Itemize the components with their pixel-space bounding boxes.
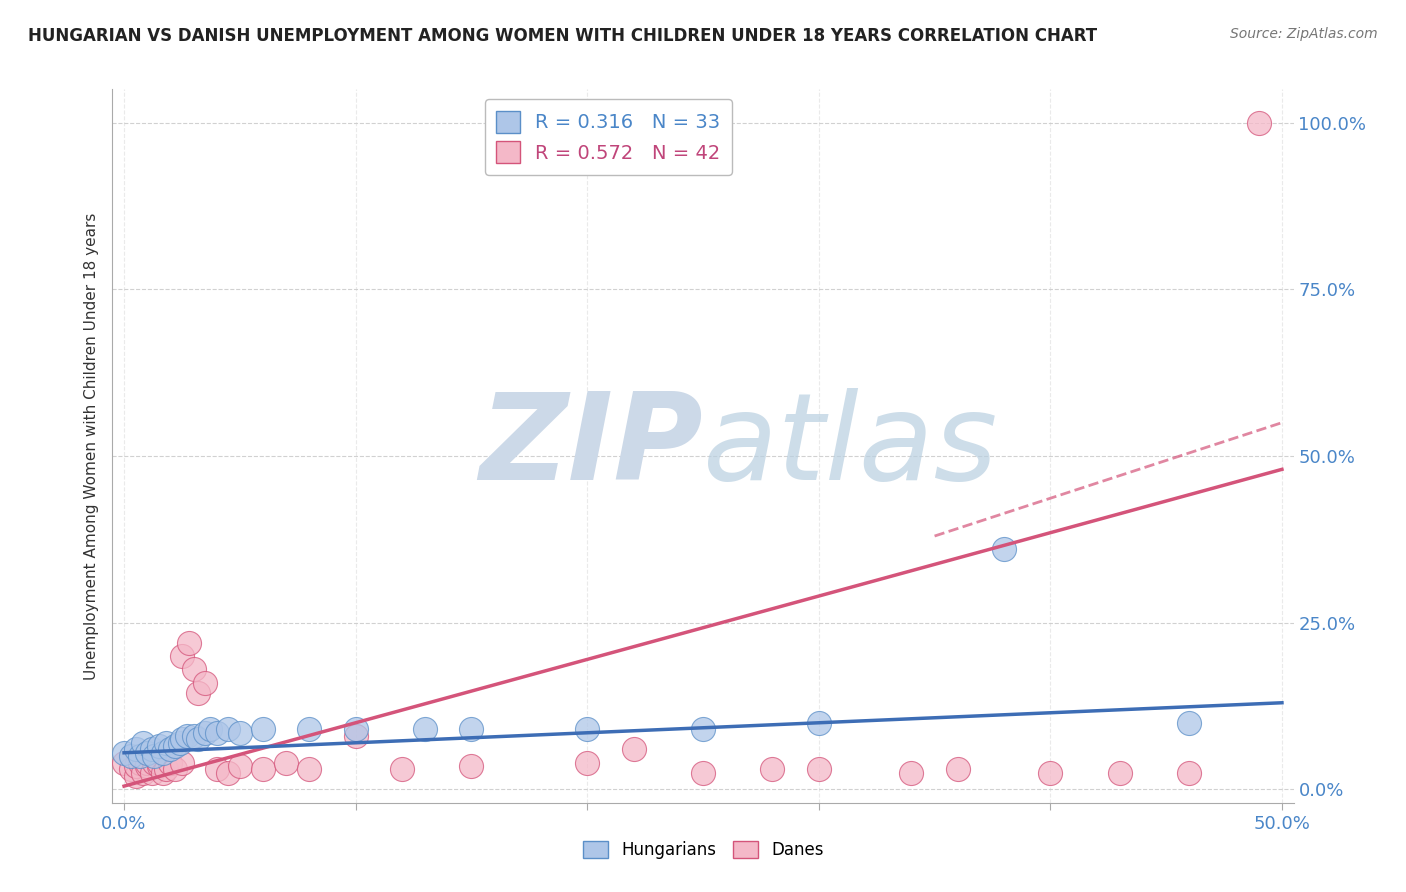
Point — [136, 756, 159, 770]
Point — [124, 769, 146, 783]
Point — [460, 723, 482, 737]
Point — [170, 732, 193, 747]
Point — [136, 759, 159, 773]
Point — [159, 742, 181, 756]
Point — [155, 736, 177, 750]
Point — [1108, 765, 1130, 780]
Point — [143, 749, 166, 764]
Point — [194, 675, 217, 690]
Point — [576, 756, 599, 770]
Point — [252, 723, 274, 737]
Point — [152, 765, 174, 780]
Point — [205, 763, 228, 777]
Point — [298, 763, 321, 777]
Point — [170, 649, 193, 664]
Point — [141, 742, 163, 756]
Point — [177, 636, 200, 650]
Text: HUNGARIAN VS DANISH UNEMPLOYMENT AMONG WOMEN WITH CHILDREN UNDER 18 YEARS CORREL: HUNGARIAN VS DANISH UNEMPLOYMENT AMONG W… — [28, 27, 1097, 45]
Point — [252, 763, 274, 777]
Point — [276, 756, 298, 770]
Point — [148, 759, 170, 773]
Point — [131, 736, 153, 750]
Point — [163, 763, 186, 777]
Point — [761, 763, 783, 777]
Point — [413, 723, 436, 737]
Point — [391, 763, 413, 777]
Point — [112, 746, 135, 760]
Y-axis label: Unemployment Among Women with Children Under 18 years: Unemployment Among Women with Children U… — [83, 212, 98, 680]
Point — [623, 742, 645, 756]
Point — [148, 756, 170, 770]
Point — [807, 715, 830, 730]
Point — [169, 736, 191, 750]
Point — [159, 756, 181, 770]
Point — [141, 765, 163, 780]
Legend: Hungarians, Danes: Hungarians, Danes — [576, 834, 830, 866]
Point — [1039, 765, 1062, 780]
Point — [993, 542, 1015, 557]
Point — [183, 729, 205, 743]
Point — [344, 723, 367, 737]
Point — [148, 739, 170, 753]
Point — [131, 765, 153, 780]
Point — [807, 763, 830, 777]
Point — [187, 732, 209, 747]
Point — [129, 756, 152, 770]
Point — [176, 729, 198, 743]
Text: ZIP: ZIP — [479, 387, 703, 505]
Point — [183, 662, 205, 676]
Point — [217, 723, 239, 737]
Point — [576, 723, 599, 737]
Point — [124, 759, 146, 773]
Point — [205, 725, 228, 739]
Point — [163, 739, 186, 753]
Point — [1178, 715, 1201, 730]
Point — [112, 756, 135, 770]
Point — [692, 723, 714, 737]
Point — [187, 686, 209, 700]
Point — [1247, 115, 1270, 129]
Point — [152, 746, 174, 760]
Point — [344, 729, 367, 743]
Point — [229, 725, 252, 739]
Point — [692, 765, 714, 780]
Point — [229, 759, 252, 773]
Point — [198, 723, 221, 737]
Point — [155, 763, 177, 777]
Point — [120, 763, 142, 777]
Point — [1178, 765, 1201, 780]
Point — [460, 759, 482, 773]
Point — [143, 756, 166, 770]
Point — [946, 763, 969, 777]
Point — [120, 749, 142, 764]
Point — [170, 756, 193, 770]
Point — [194, 725, 217, 739]
Point — [298, 723, 321, 737]
Point — [124, 742, 146, 756]
Point — [129, 749, 152, 764]
Point — [136, 746, 159, 760]
Text: atlas: atlas — [703, 387, 998, 505]
Text: Source: ZipAtlas.com: Source: ZipAtlas.com — [1230, 27, 1378, 41]
Point — [900, 765, 922, 780]
Point — [217, 765, 239, 780]
